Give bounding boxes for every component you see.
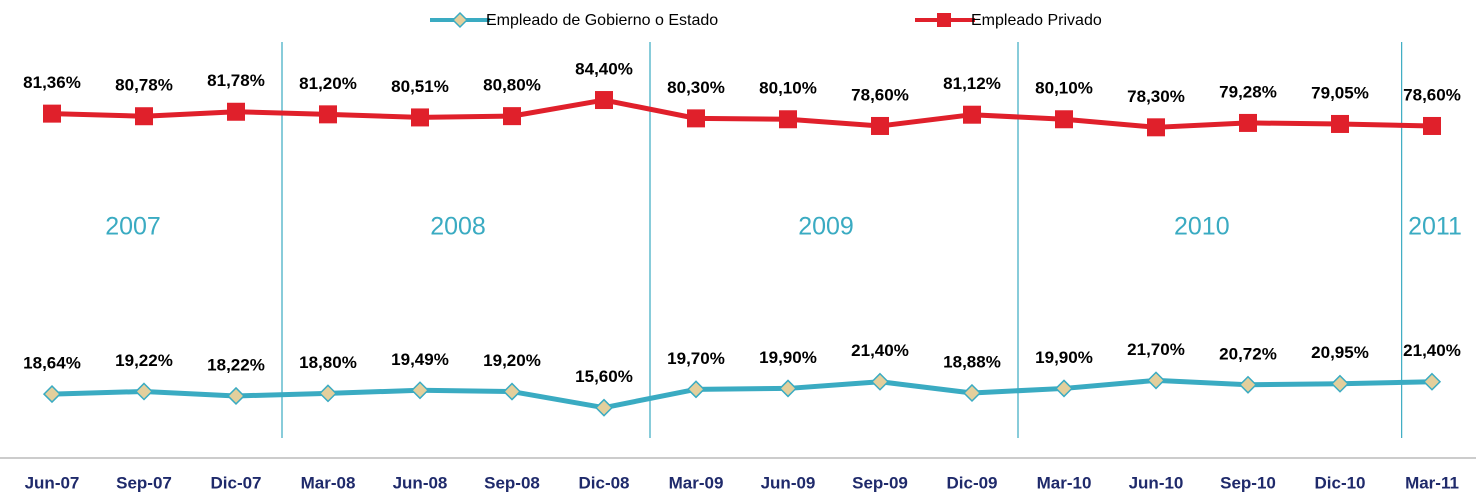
marker xyxy=(318,384,338,403)
x-tick-label: Mar-10 xyxy=(1037,473,1092,492)
legend-label: Empleado Privado xyxy=(971,12,1102,29)
marker xyxy=(410,381,430,400)
marker xyxy=(134,382,154,401)
marker xyxy=(226,386,246,406)
value-label: 81,12% xyxy=(943,74,1001,93)
marker xyxy=(1147,118,1165,137)
value-label: 78,60% xyxy=(851,85,909,104)
series-line xyxy=(51,377,1433,411)
value-label: 79,28% xyxy=(1219,82,1277,101)
value-label: 80,10% xyxy=(759,79,817,98)
x-tick-label: Dic-09 xyxy=(946,473,997,492)
marker xyxy=(1422,372,1442,391)
value-label: 78,30% xyxy=(1127,87,1185,106)
marker xyxy=(1238,375,1258,394)
value-label: 18,64% xyxy=(23,354,81,373)
year-label: 2009 xyxy=(798,213,854,241)
marker xyxy=(594,398,614,417)
x-tick-label: Jun-07 xyxy=(25,473,80,492)
marker xyxy=(778,379,798,398)
value-label: 19,90% xyxy=(759,348,817,367)
marker xyxy=(411,108,429,127)
marker xyxy=(1239,113,1257,132)
x-tick-label: Sep-09 xyxy=(852,473,908,492)
value-label: 18,22% xyxy=(207,355,265,374)
value-label: 21,40% xyxy=(851,341,909,360)
marker xyxy=(779,110,797,129)
x-tick-label: Sep-10 xyxy=(1220,473,1276,492)
marker xyxy=(503,107,521,126)
value-label: 80,51% xyxy=(391,77,449,96)
marker xyxy=(1146,371,1166,390)
value-label: 21,40% xyxy=(1403,341,1461,360)
value-label: 20,72% xyxy=(1219,344,1277,363)
value-label: 81,36% xyxy=(23,73,81,92)
x-tick-label: Sep-08 xyxy=(484,473,540,492)
marker xyxy=(135,107,153,126)
marker xyxy=(42,385,62,404)
value-label: 79,05% xyxy=(1311,83,1369,102)
x-tick-label: Sep-07 xyxy=(116,473,172,492)
marker xyxy=(1331,114,1349,133)
value-label: 19,90% xyxy=(1035,348,1093,367)
marker xyxy=(43,104,61,123)
x-tick-label: Jun-10 xyxy=(1129,473,1184,492)
x-tick-label: Jun-09 xyxy=(761,473,816,492)
x-tick-label: Dic-08 xyxy=(578,473,629,492)
value-label: 15,60% xyxy=(575,367,633,386)
value-label: 19,49% xyxy=(391,350,449,369)
marker xyxy=(319,105,337,124)
x-tick-label: Jun-08 xyxy=(393,473,448,492)
marker xyxy=(595,91,613,110)
x-tick-label: Dic-10 xyxy=(1314,473,1365,492)
marker xyxy=(1055,110,1073,129)
value-label: 18,80% xyxy=(299,353,357,372)
value-label: 80,30% xyxy=(667,78,725,97)
legend-marker xyxy=(937,13,951,27)
marker xyxy=(227,102,245,121)
year-label: 2007 xyxy=(105,213,161,241)
marker xyxy=(963,105,981,124)
value-label: 81,78% xyxy=(207,71,265,90)
marker xyxy=(871,116,889,135)
year-label: 2008 xyxy=(430,213,486,241)
marker xyxy=(1330,374,1350,393)
marker xyxy=(502,382,522,401)
value-label: 81,20% xyxy=(299,74,357,93)
value-label: 19,22% xyxy=(115,351,173,370)
value-label: 78,60% xyxy=(1403,85,1461,104)
year-label: 2010 xyxy=(1174,213,1230,241)
x-tick-label: Mar-11 xyxy=(1405,473,1459,492)
value-label: 18,88% xyxy=(943,352,1001,371)
marker xyxy=(686,380,706,399)
legend-marker xyxy=(451,11,469,29)
value-label: 21,70% xyxy=(1127,340,1185,359)
marker xyxy=(1054,379,1074,398)
marker xyxy=(687,109,705,128)
marker xyxy=(870,372,890,391)
value-label: 80,78% xyxy=(115,76,173,95)
value-label: 80,10% xyxy=(1035,79,1093,98)
value-label: 19,20% xyxy=(483,351,541,370)
x-tick-label: Mar-08 xyxy=(301,473,356,492)
legend-label: Empleado de Gobierno o Estado xyxy=(486,12,718,29)
marker xyxy=(962,383,982,403)
series-line xyxy=(51,97,1433,130)
x-tick-label: Dic-07 xyxy=(210,473,261,492)
value-label: 80,80% xyxy=(483,76,541,95)
value-label: 20,95% xyxy=(1311,343,1369,362)
value-label: 84,40% xyxy=(575,60,633,79)
x-tick-label: Mar-09 xyxy=(669,473,724,492)
marker xyxy=(1423,116,1441,135)
value-label: 19,70% xyxy=(667,349,725,368)
year-label: 2011 xyxy=(1408,213,1462,241)
